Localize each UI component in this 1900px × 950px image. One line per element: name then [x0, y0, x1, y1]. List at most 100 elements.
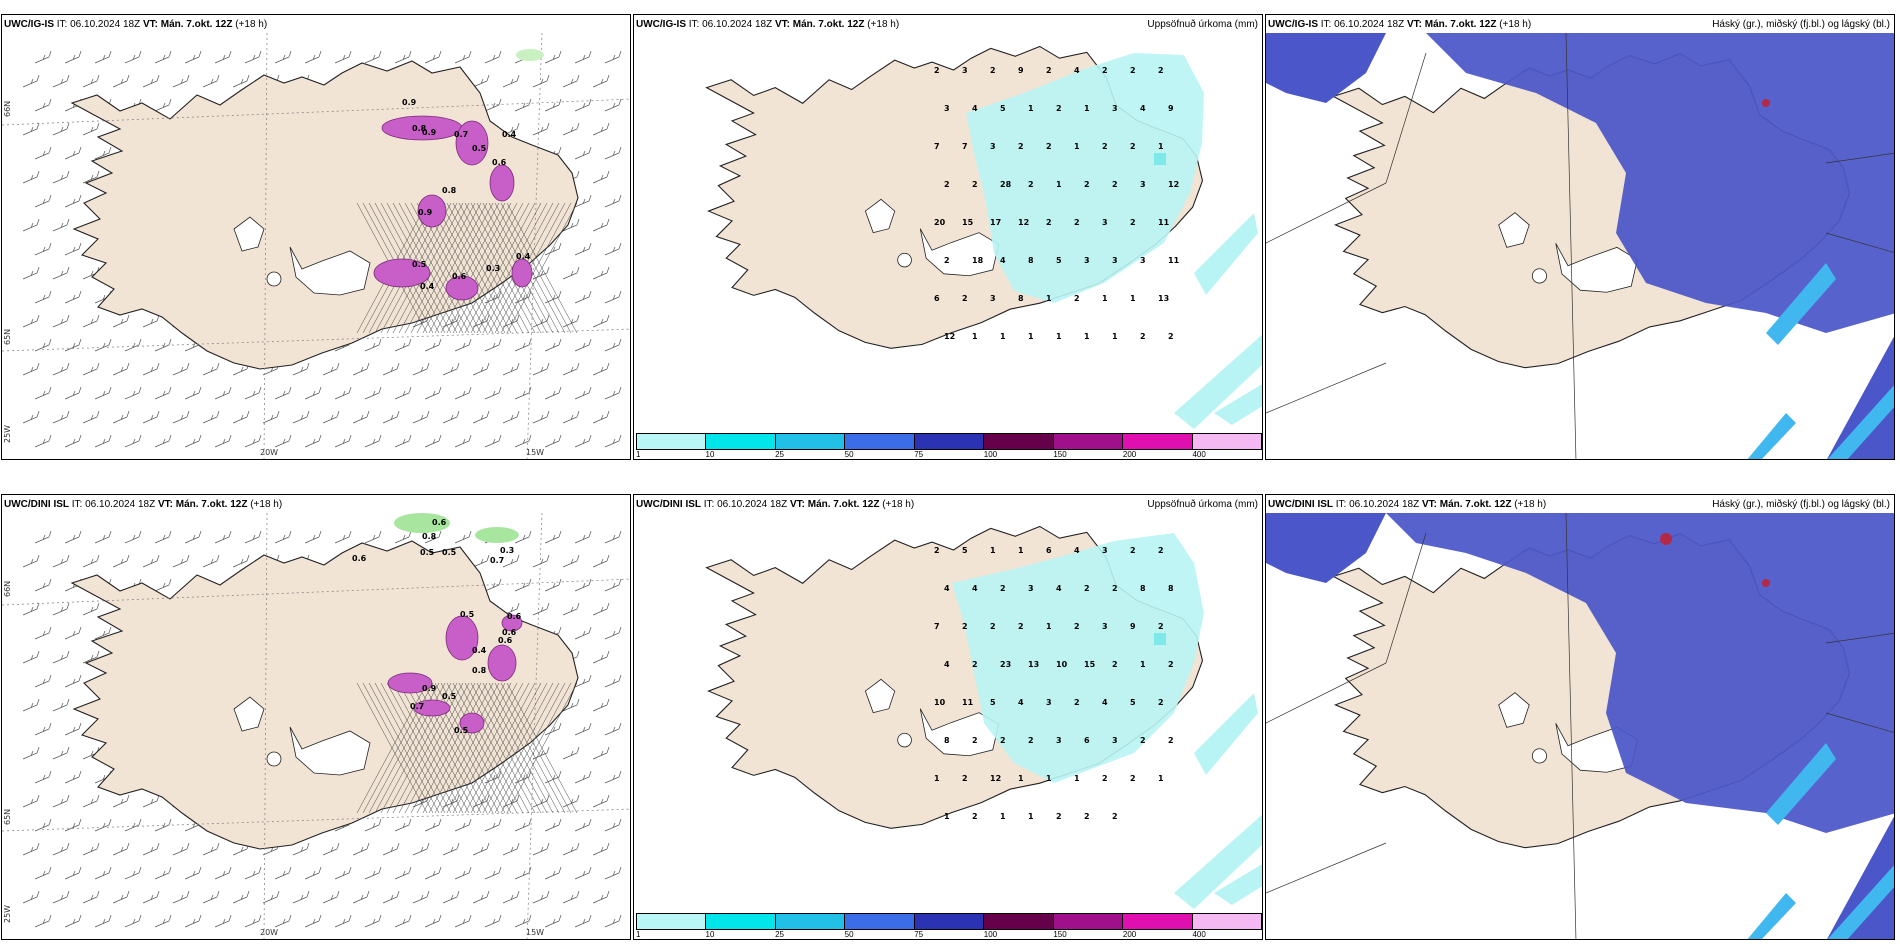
precip-area: [966, 53, 1204, 303]
precip-value: 3: [990, 294, 996, 303]
wind-barb: [94, 338, 112, 352]
colorbar-cell: [637, 914, 707, 929]
wind-barb: [94, 146, 112, 160]
wind-barb: [304, 386, 322, 400]
wind-barb: [172, 362, 190, 376]
colorbar-cell: [706, 914, 776, 929]
mid-cloud-area: [1266, 513, 1386, 583]
precip-max: [1154, 153, 1166, 165]
wind-barb: [334, 530, 352, 544]
wind-barb: [562, 314, 580, 328]
wind-barb: [64, 50, 82, 64]
precip-value: 11: [962, 698, 974, 707]
precip-value: 2: [1056, 104, 1062, 113]
wind-barb: [82, 74, 100, 88]
wind-barb: [292, 890, 310, 904]
precip-value: 1: [990, 546, 996, 555]
wind-barb: [232, 554, 250, 568]
lon-line: [263, 33, 268, 459]
wind-barb: [82, 554, 100, 568]
hatch-line: [416, 202, 488, 334]
wind-barb: [544, 578, 562, 592]
hatch-line: [416, 682, 488, 814]
glacier-langjokull: [1498, 692, 1530, 728]
wind-barb: [604, 194, 622, 208]
wind-barb: [184, 530, 202, 544]
precip-value: 2: [1000, 584, 1006, 593]
precip-value: 2: [1130, 218, 1136, 227]
wind-barb: [292, 410, 310, 424]
wind-barb: [592, 410, 610, 424]
wind-barb: [184, 866, 202, 880]
wind-barb: [544, 818, 562, 832]
hatch-line: [404, 682, 476, 814]
precip-streak: [1214, 384, 1262, 425]
glacier-langjokull: [233, 216, 265, 252]
wind-barb: [22, 122, 40, 136]
precip-value: 4: [1074, 546, 1080, 555]
wind-barb: [574, 818, 592, 832]
wind-barb: [604, 578, 622, 592]
precip-value: 1: [1028, 104, 1034, 113]
wind-barb: [604, 338, 622, 352]
wind-barb: [592, 602, 610, 616]
wind-barb: [364, 914, 382, 928]
wind-barb: [34, 818, 52, 832]
lon-line: [263, 513, 268, 939]
wind-barb: [394, 866, 412, 880]
panel-precip-ig: UWC/IG-IS IT: 06.10.2024 18Z VT: Mán. 7.…: [633, 14, 1263, 460]
precip-value: 13: [1158, 294, 1169, 303]
wind-barb: [322, 362, 340, 376]
wind-barb: [64, 386, 82, 400]
wind-barb: [382, 362, 400, 376]
wind-barb: [442, 842, 460, 856]
wind-barb: [574, 722, 592, 736]
wind-barb: [34, 98, 52, 112]
wind-barb: [424, 530, 442, 544]
wind-barb: [442, 362, 460, 376]
wind-barb: [484, 50, 502, 64]
wind-barb: [64, 770, 82, 784]
precip-value: 1: [1084, 332, 1090, 341]
wind-barb: [94, 818, 112, 832]
icing-value: 0.5: [420, 548, 435, 557]
wind-barb: [52, 698, 70, 712]
wind-barb: [514, 866, 532, 880]
wind-barb: [274, 434, 292, 448]
icing-area: [373, 258, 431, 288]
axis-label: 15W: [526, 448, 544, 457]
icing-value: 0.7: [454, 130, 468, 139]
axis-label: 20W: [260, 928, 278, 937]
wind-barb: [34, 50, 52, 64]
wind-barb: [82, 602, 100, 616]
wind-barb: [274, 50, 292, 64]
map-clouds-dini: [1266, 513, 1894, 939]
mid-cloud-area: [1827, 336, 1894, 459]
precip-value: 2: [1028, 180, 1034, 189]
wind-barb: [124, 434, 142, 448]
precip-value: 3: [1140, 256, 1146, 265]
wind-barb: [154, 866, 172, 880]
glacier-langjokull: [1498, 212, 1530, 248]
wind-barb: [34, 146, 52, 160]
precip-value: 1: [1046, 774, 1052, 783]
wind-barb: [472, 890, 490, 904]
wind-barb: [124, 386, 142, 400]
precip-streak: [1214, 864, 1262, 905]
hatch-line: [404, 202, 476, 334]
panel-clouds-dini: UWC/DINI ISL IT: 06.10.2024 18Z VT: Mán.…: [1265, 494, 1895, 940]
wind-barb: [34, 626, 52, 640]
wind-barb: [352, 890, 370, 904]
wind-barb: [604, 98, 622, 112]
wind-barb: [592, 314, 610, 328]
wind-barb: [34, 866, 52, 880]
lat-line: [2, 808, 630, 832]
wind-barb: [472, 554, 490, 568]
axis-label: 25W: [3, 425, 12, 443]
hatch-line: [440, 202, 512, 334]
wind-barb: [484, 338, 502, 352]
wind-barb: [394, 338, 412, 352]
precip-value: 6: [1046, 546, 1052, 555]
icing-value: 0.6: [502, 628, 517, 637]
wind-barb: [322, 890, 340, 904]
